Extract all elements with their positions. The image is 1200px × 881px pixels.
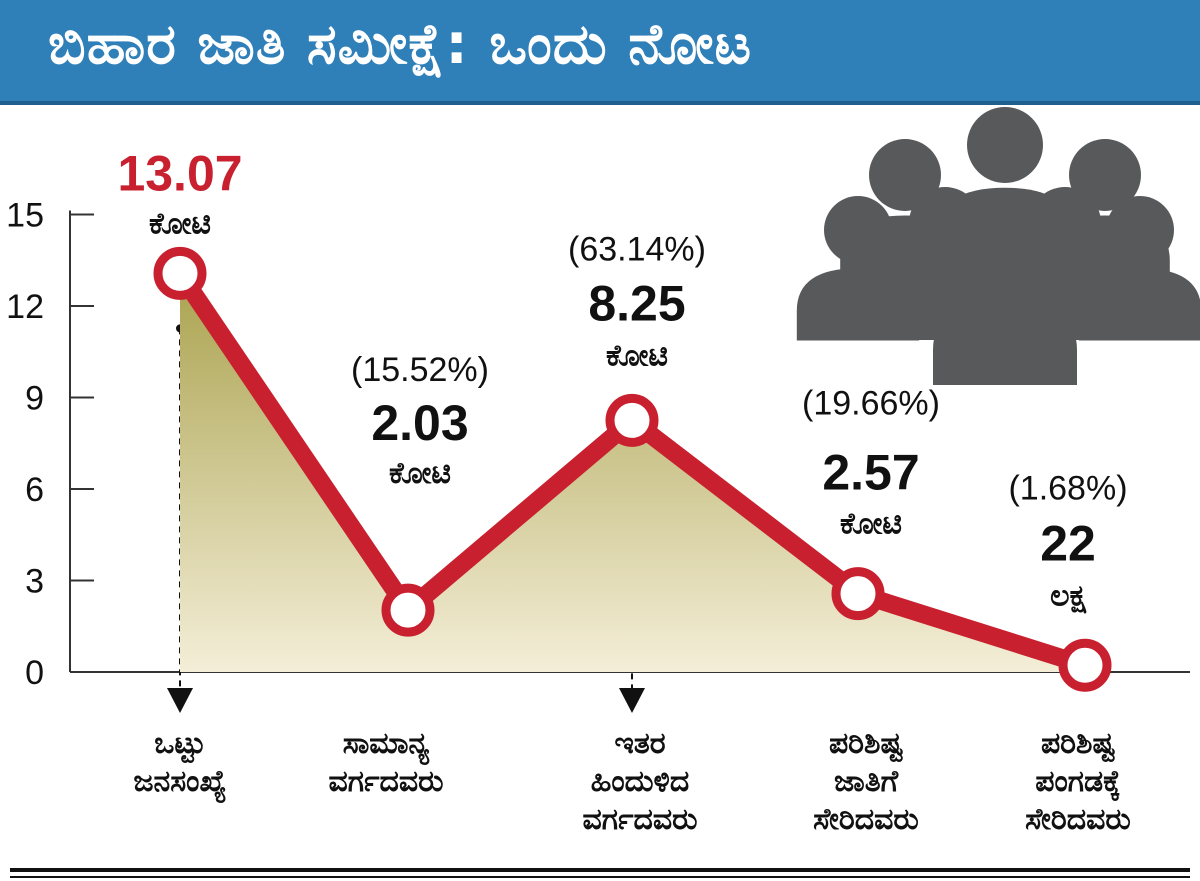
- category-label: ಪಂಗಡಕ್ಕೆ: [1035, 764, 1120, 802]
- category-label: ಹಿಂದುಳಿದ: [591, 764, 690, 799]
- data-point: [381, 583, 435, 637]
- y-tick-label: 3: [25, 563, 44, 601]
- category-label: ಸೇರಿದವರು: [1025, 802, 1131, 837]
- people-icon: [796, 107, 1200, 385]
- y-tick-label: 0: [25, 654, 44, 692]
- data-label-percent: (15.52%): [351, 351, 489, 389]
- person-head: [909, 187, 981, 259]
- category-label: ಇತರ: [614, 726, 665, 761]
- data-point: [153, 246, 207, 300]
- category-label: ಪರಿಶಿಷ್ಟ: [1041, 726, 1115, 763]
- y-tick-label: 15: [6, 197, 44, 235]
- person-head: [1106, 196, 1174, 264]
- y-tick-label: 9: [25, 380, 44, 418]
- y-tick-label: 6: [25, 471, 44, 509]
- category-label: ಸೇರಿದವರು: [813, 802, 919, 837]
- pointer-arrowhead: [619, 688, 645, 713]
- chart-area: 0 3 6 9 12 15 13.07 ಕೋಟಿ (15.52%) 2.03 ಕೋಟಿ (63.14…: [6, 107, 1200, 837]
- data-label-unit: ಕೋಟಿ: [840, 507, 902, 542]
- data-label-value: 13.07: [117, 145, 242, 201]
- y-tick-label: 12: [6, 288, 44, 326]
- data-label-unit: ಲಕ್ಷ: [1050, 578, 1086, 613]
- area-fill: [180, 273, 1085, 672]
- bottom-rule-thin: [10, 876, 1190, 878]
- person-head: [1069, 139, 1141, 211]
- data-label-value: 2.03: [371, 395, 468, 451]
- data-label-unit: ಕೋಟಿ: [606, 338, 668, 373]
- person-head: [824, 196, 892, 264]
- data-label-value: 8.25: [588, 275, 685, 331]
- title-bar: ಬಿಹಾರ ಜಾತಿ ಸಮೀಕ್ಷೆ: ಒಂದು ನೋಟ: [0, 0, 1200, 105]
- category-label: ವರ್ಗದವರು: [328, 764, 443, 799]
- data-label-unit: ಕೋಟಿ: [389, 456, 451, 491]
- person-head: [965, 215, 1045, 295]
- data-point: [831, 567, 885, 621]
- category-label: ಜನಸಂಖ್ಯೆ: [133, 764, 226, 804]
- category-label: ಒಟ್ಟು: [154, 726, 205, 764]
- data-label-value: 22: [1040, 515, 1096, 571]
- person-head: [1029, 187, 1101, 259]
- data-label-unit: ಕೋಟಿ: [149, 206, 211, 241]
- category-label: ಜಾತಿಗೆ: [834, 764, 899, 799]
- person-head: [967, 107, 1043, 183]
- data-label-percent: (63.14%): [568, 230, 706, 268]
- category-label: ಸಾಮಾನ್ಯ: [343, 726, 430, 766]
- category-label: ವರ್ಗದವರು: [582, 802, 697, 837]
- data-label-percent: (19.66%): [802, 385, 940, 423]
- data-point: [1058, 638, 1112, 692]
- page-title: ಬಿಹಾರ ಜಾತಿ ಸಮೀಕ್ಷೆ: ಒಂದು ನೋಟ: [48, 12, 753, 77]
- data-label-percent: (1.68%): [1008, 469, 1127, 507]
- data-label-value: 2.57: [822, 445, 919, 501]
- person-body: [933, 300, 1077, 385]
- category-label: ಪರಿಶಿಷ್ಟ: [829, 726, 903, 763]
- person-head: [869, 139, 941, 211]
- bottom-rule-thick: [10, 868, 1190, 872]
- data-point: [605, 393, 659, 447]
- pointer-arrowhead: [167, 688, 193, 713]
